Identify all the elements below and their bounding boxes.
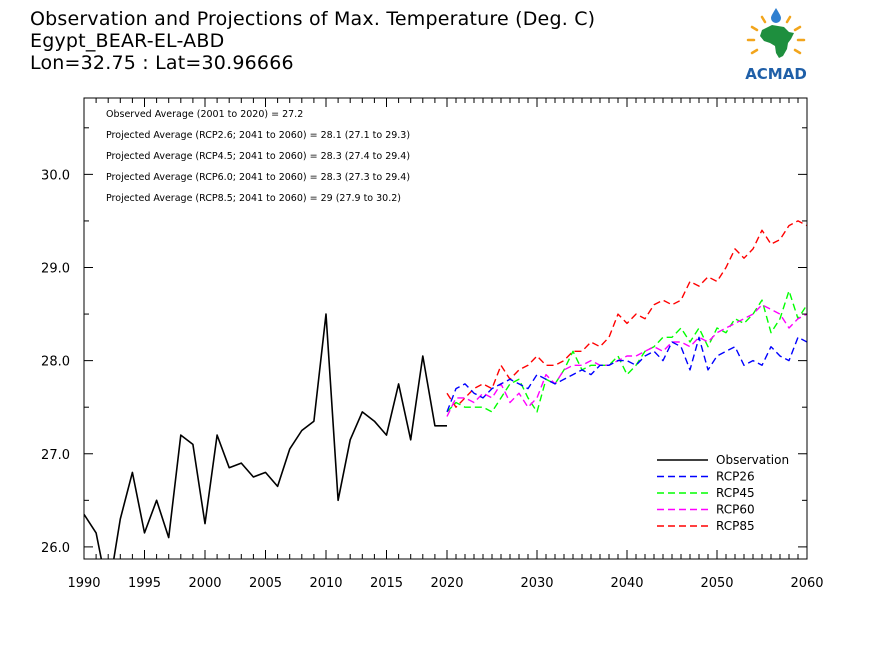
x-tick-label: 2000 <box>188 576 221 591</box>
x-tick-label: 1995 <box>128 576 161 591</box>
axes: 26.0 27.0 28.0 29.0 30.0 1990 1995 2000 2005 2010… <box>41 97 824 591</box>
x-tick-label: 1990 <box>67 576 100 591</box>
annotation-rcp26-average: Projected Average (RCP2.6; 2041 to 2060)… <box>106 130 410 141</box>
station-name: Egypt_BEAR-EL-ABD <box>30 30 225 52</box>
series-line-rcp26 <box>446 336 807 413</box>
series-line-observation <box>84 313 447 559</box>
chart-title: Observation and Projections of Max. Temp… <box>30 8 596 30</box>
station-coordinates: Lon=32.75 : Lat=30.96666 <box>30 52 294 74</box>
x-tick-label: 2010 <box>309 576 342 591</box>
annotation-rcp60-average: Projected Average (RCP6.0; 2041 to 2060)… <box>106 172 410 183</box>
series-group <box>84 220 807 559</box>
annotation-observed-average: Observed Average (2001 to 2020) = 27.2 <box>106 109 303 120</box>
africa-map-icon <box>760 25 794 58</box>
x-tick-label: 2060 <box>790 576 823 591</box>
x-tick-label: 2040 <box>610 576 643 591</box>
water-drop-icon <box>771 8 781 23</box>
plot-area <box>84 220 807 559</box>
plot-frame <box>83 97 808 560</box>
legend-label-rcp85: RCP85 <box>716 519 755 533</box>
series-line-rcp85 <box>446 220 807 408</box>
logo-text: ACMAD <box>745 65 807 83</box>
title-block: Observation and Projections of Max. Temp… <box>30 8 595 74</box>
y-tick-label: 30.0 <box>41 168 70 183</box>
legend: Observation RCP26 RCP45 RCP60 RCP85 <box>657 453 789 533</box>
y-tick-label: 28.0 <box>41 355 70 370</box>
legend-label-rcp60: RCP60 <box>716 503 755 517</box>
x-tick-label: 2020 <box>430 576 463 591</box>
annotation-rcp45-average: Projected Average (RCP4.5; 2041 to 2060)… <box>106 151 410 162</box>
annotation-rcp85-average: Projected Average (RCP8.5; 2041 to 2060)… <box>106 193 401 204</box>
x-tick-label: 2005 <box>249 576 282 591</box>
acmad-logo: ACMAD <box>745 8 807 83</box>
x-tick-label: 2050 <box>700 576 733 591</box>
x-tick-label: 2015 <box>370 576 403 591</box>
y-tick-label: 29.0 <box>41 261 70 276</box>
legend-label-observation: Observation <box>716 453 789 467</box>
series-line-rcp45 <box>446 290 807 413</box>
legend-label-rcp45: RCP45 <box>716 486 755 500</box>
series-line-rcp60 <box>446 304 807 417</box>
annotations: Observed Average (2001 to 2020) = 27.2 P… <box>106 109 410 204</box>
legend-label-rcp26: RCP26 <box>716 470 755 484</box>
x-tick-label: 2030 <box>520 576 553 591</box>
y-tick-label: 26.0 <box>41 541 70 556</box>
y-tick-label: 27.0 <box>41 448 70 463</box>
